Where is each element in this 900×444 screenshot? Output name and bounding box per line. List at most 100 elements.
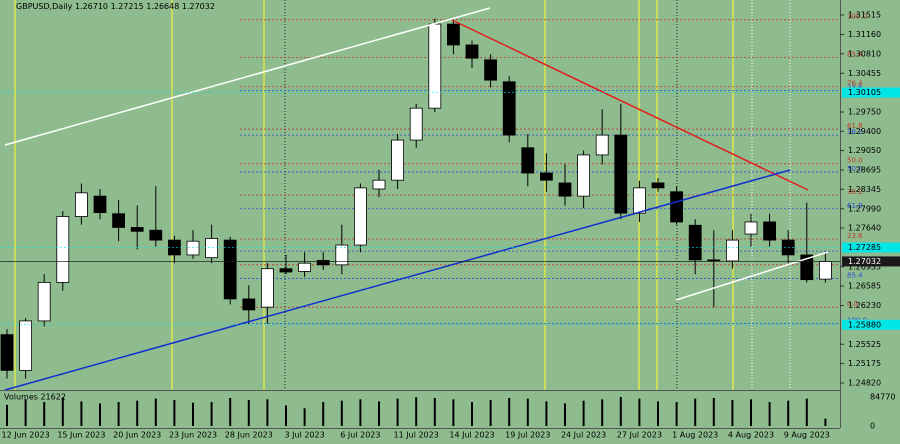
candle-body bbox=[540, 172, 553, 181]
candle-body bbox=[372, 179, 386, 190]
y-tick-label: 1.28345 bbox=[848, 185, 881, 194]
candle-body bbox=[130, 227, 144, 232]
candle-body bbox=[670, 191, 683, 223]
volume-title: Volumes 21622 bbox=[4, 393, 66, 402]
candle-body bbox=[56, 216, 70, 283]
candle-body bbox=[149, 229, 163, 241]
y-tick-label: 1.29750 bbox=[848, 108, 881, 117]
candle-body bbox=[595, 134, 609, 156]
header-close: 1.27032 bbox=[182, 2, 215, 11]
candle-body bbox=[577, 154, 590, 197]
y-tick-label: 1.24820 bbox=[848, 379, 881, 388]
candle-body bbox=[37, 282, 51, 322]
fib-label: 61.8 bbox=[847, 122, 863, 130]
y-tick-label: 1.26935 bbox=[848, 262, 881, 271]
candle-body bbox=[316, 260, 330, 266]
y-tick-label: 1.28695 bbox=[848, 166, 881, 175]
candle-body bbox=[726, 239, 739, 262]
y-tick-label: 1.25525 bbox=[848, 340, 881, 349]
price-tag-label: 1.27285 bbox=[848, 243, 881, 252]
y-tick-label: 1.30455 bbox=[848, 69, 881, 78]
y-tick-label: 1.27640 bbox=[848, 224, 881, 233]
candle-body bbox=[688, 224, 702, 261]
candle-body bbox=[112, 213, 125, 228]
fib-label: 50.0 bbox=[847, 165, 863, 173]
x-tick-label: 12 Jun 2023 bbox=[2, 431, 50, 440]
candle-body bbox=[614, 134, 628, 214]
fib-label: 38.2 bbox=[847, 188, 863, 196]
candle-body bbox=[19, 320, 33, 371]
candle-body bbox=[744, 221, 758, 235]
y-tick-label: 1.25175 bbox=[848, 359, 881, 368]
y-tick-label: 1.26230 bbox=[848, 301, 881, 310]
candles bbox=[0, 18, 832, 379]
x-tick-label: 3 Jul 2023 bbox=[285, 431, 325, 440]
fib-label: 85.4 bbox=[847, 272, 863, 280]
x-tick-label: 15 Jun 2023 bbox=[57, 431, 105, 440]
candle-body bbox=[0, 334, 14, 371]
candle-body bbox=[298, 262, 312, 272]
candle-body bbox=[279, 268, 293, 273]
price-tag-label: 1.25880 bbox=[848, 320, 881, 329]
symbol: GBPUSD,Daily bbox=[16, 2, 73, 11]
volume-tick-label: 84770 bbox=[870, 393, 895, 402]
candle-body bbox=[558, 182, 572, 197]
fib-label: 23.6 bbox=[847, 232, 863, 240]
price-tag bbox=[842, 242, 900, 253]
candle-body bbox=[651, 182, 665, 189]
fib-label: 38.2 bbox=[847, 128, 863, 136]
x-tick-label: 11 Jul 2023 bbox=[394, 431, 439, 440]
trend-line bbox=[4, 7, 491, 146]
y-tick-label: 1.31515 bbox=[848, 11, 881, 20]
candle-body bbox=[763, 221, 776, 241]
candle-body bbox=[93, 195, 107, 214]
candle-body bbox=[242, 298, 256, 311]
candle-body bbox=[446, 23, 460, 46]
candle-body bbox=[819, 261, 832, 280]
y-tick-label: 1.29400 bbox=[848, 127, 881, 136]
chart-title: GBPUSD,Daily 1.26710 1.27215 1.26648 1.2… bbox=[16, 2, 215, 11]
y-tick-label: 1.27990 bbox=[848, 204, 881, 213]
fib-label: 85.4 bbox=[847, 51, 863, 59]
trend-line bbox=[675, 251, 829, 301]
header-low: 1.26648 bbox=[146, 2, 179, 11]
price-tag bbox=[842, 256, 900, 267]
candle-body bbox=[391, 139, 405, 181]
x-tick-label: 24 Jul 2023 bbox=[561, 431, 606, 440]
candle-body bbox=[335, 244, 349, 266]
candle-body bbox=[409, 107, 423, 141]
y-tick-label: 1.31160 bbox=[848, 30, 881, 39]
candle-body bbox=[707, 259, 721, 262]
trend-line bbox=[4, 169, 791, 391]
y-tick-label: 1.30810 bbox=[848, 49, 881, 58]
candle-body bbox=[428, 23, 442, 109]
x-tick-label: 14 Jul 2023 bbox=[449, 431, 494, 440]
header-open: 1.26710 bbox=[75, 2, 108, 11]
x-tick-label: 27 Jul 2023 bbox=[617, 431, 662, 440]
fib-label: 0.0 bbox=[847, 300, 858, 308]
fib-label: 76.4 bbox=[847, 80, 863, 88]
y-tick-label: 1.26585 bbox=[848, 282, 881, 291]
candle-body bbox=[633, 187, 646, 214]
x-tick-label: 4 Aug 2023 bbox=[728, 431, 774, 440]
candle-body bbox=[260, 268, 274, 308]
fib-label: 61.8 bbox=[847, 202, 863, 210]
x-tick-label: 28 Jun 2023 bbox=[225, 431, 273, 440]
volume-tick-label: 0 bbox=[870, 422, 875, 431]
x-tick-label: 6 Jul 2023 bbox=[340, 431, 380, 440]
header-high: 1.27215 bbox=[111, 2, 144, 11]
trend-line bbox=[451, 19, 809, 191]
x-tick-label: 19 Jul 2023 bbox=[505, 431, 550, 440]
candle-body bbox=[167, 239, 181, 256]
candle-body bbox=[484, 59, 498, 81]
candle-body bbox=[465, 44, 479, 59]
candle-body bbox=[521, 147, 535, 174]
price-tag bbox=[842, 87, 900, 98]
fib-label: 100.0 bbox=[847, 13, 867, 21]
candle-body bbox=[223, 239, 237, 300]
x-tick-label: 20 Jun 2023 bbox=[113, 431, 161, 440]
candle-body bbox=[353, 187, 367, 246]
